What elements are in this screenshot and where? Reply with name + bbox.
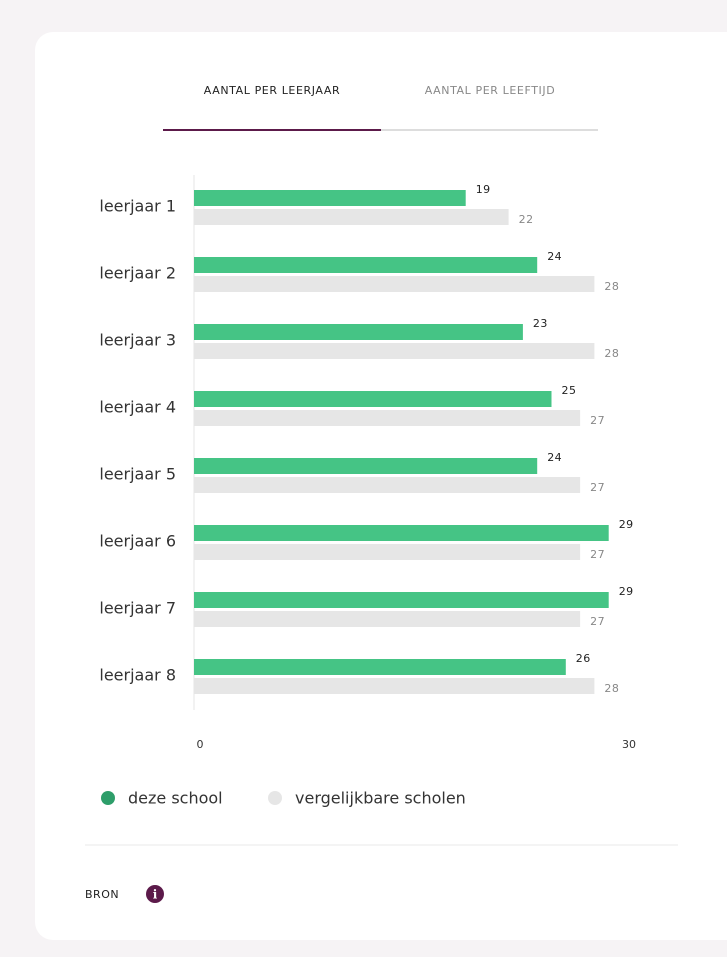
value-label: 28 — [604, 682, 619, 695]
category-label: leerjaar 1 — [99, 197, 176, 216]
bar — [194, 544, 581, 560]
x-tick-label: 30 — [622, 738, 636, 751]
svg-text:i: i — [153, 888, 158, 902]
value-label: 26 — [576, 652, 591, 665]
value-label: 29 — [619, 585, 634, 598]
info-icon[interactable]: i — [146, 885, 164, 903]
bar — [194, 678, 595, 694]
bar — [194, 324, 523, 340]
bar — [194, 257, 538, 273]
value-label: 24 — [547, 250, 562, 263]
tab-active[interactable]: AANTAL PER LEERJAAR — [204, 84, 340, 97]
legend-label: deze school — [128, 789, 223, 808]
bar — [194, 458, 538, 474]
bar — [194, 611, 581, 627]
bar — [194, 410, 581, 426]
category-label: leerjaar 4 — [99, 398, 176, 417]
category-label: leerjaar 5 — [99, 465, 176, 484]
bar — [194, 592, 609, 608]
value-label: 25 — [562, 384, 577, 397]
value-label: 27 — [590, 615, 605, 628]
legend-label: vergelijkbare scholen — [295, 789, 466, 808]
value-label: 28 — [604, 347, 619, 360]
bar — [194, 477, 581, 493]
x-tick-label: 0 — [197, 738, 204, 751]
legend-swatch — [268, 791, 282, 805]
bar — [194, 190, 466, 206]
value-label: 27 — [590, 414, 605, 427]
bar — [194, 343, 595, 359]
bar — [194, 391, 552, 407]
bar — [194, 659, 566, 675]
category-label: leerjaar 6 — [99, 532, 176, 551]
tab[interactable]: AANTAL PER LEEFTIJD — [425, 84, 556, 97]
value-label: 28 — [604, 280, 619, 293]
value-label: 27 — [590, 481, 605, 494]
value-label: 27 — [590, 548, 605, 561]
legend-swatch — [101, 791, 115, 805]
category-label: leerjaar 2 — [99, 264, 176, 283]
bar — [194, 276, 595, 292]
value-label: 24 — [547, 451, 562, 464]
bar — [194, 525, 609, 541]
source-label: BRON — [85, 888, 119, 901]
category-label: leerjaar 7 — [99, 599, 176, 618]
value-label: 22 — [519, 213, 534, 226]
value-label: 23 — [533, 317, 548, 330]
category-label: leerjaar 3 — [99, 331, 176, 350]
category-label: leerjaar 8 — [99, 666, 176, 685]
value-label: 19 — [476, 183, 491, 196]
value-label: 29 — [619, 518, 634, 531]
bar — [194, 209, 509, 225]
